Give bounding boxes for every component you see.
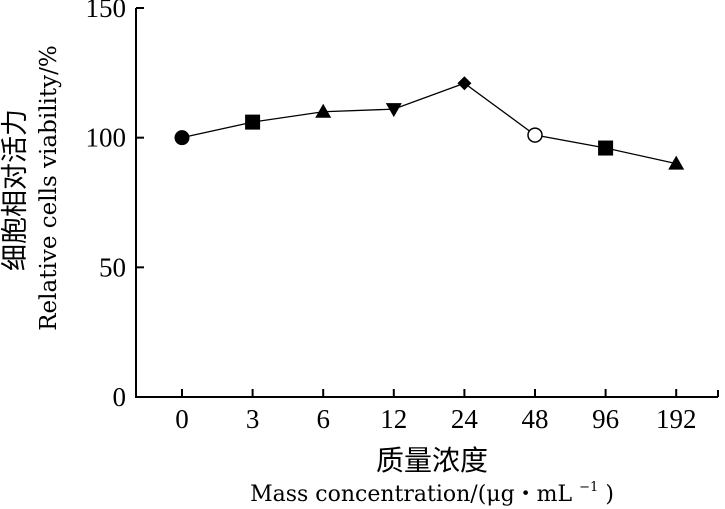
data-point xyxy=(457,76,472,91)
x-axis-title-en-sup: −1 xyxy=(579,480,598,495)
x-axis-title-en-main: Mass concentration/(μg・mL xyxy=(250,482,572,507)
y-tick-label: 0 xyxy=(113,382,127,412)
y-axis-title-en: Relative cells viability/% xyxy=(36,45,62,331)
x-tick-label: 6 xyxy=(316,404,330,434)
x-ticks: 0 3 6 12 24 48 96 192 xyxy=(175,389,696,434)
y-axis-title-cn: 细胞相对活力 xyxy=(0,109,31,271)
y-tick-label: 100 xyxy=(86,123,127,153)
x-tick-label: 12 xyxy=(380,404,407,434)
x-axis-title-en-close: ) xyxy=(605,482,614,507)
data-point xyxy=(598,140,614,156)
data-point xyxy=(245,114,261,130)
axis-labels: 质量浓度 Mass concentration/(μg・mL −1 ) 细胞相对… xyxy=(0,45,614,507)
y-ticks: 0 50 100 150 xyxy=(86,0,144,412)
series-line xyxy=(181,82,677,165)
data-point xyxy=(174,130,190,146)
x-tick-label: 192 xyxy=(656,404,697,434)
x-axis-title-en: Mass concentration/(μg・mL −1 ) xyxy=(250,472,614,507)
y-tick-label: 50 xyxy=(99,252,126,282)
data-series xyxy=(174,76,685,170)
x-tick-label: 3 xyxy=(246,404,260,434)
y-tick-label: 150 xyxy=(86,0,127,23)
data-point xyxy=(668,155,685,170)
data-point xyxy=(385,103,402,118)
x-tick-label: 24 xyxy=(451,404,479,434)
axes xyxy=(135,8,719,398)
x-tick-label: 0 xyxy=(175,404,189,434)
x-tick-label: 48 xyxy=(522,404,549,434)
data-point xyxy=(527,127,543,143)
x-axis-title-cn: 质量浓度 xyxy=(376,444,488,477)
data-point xyxy=(315,103,332,118)
x-tick-label: 96 xyxy=(592,404,619,434)
